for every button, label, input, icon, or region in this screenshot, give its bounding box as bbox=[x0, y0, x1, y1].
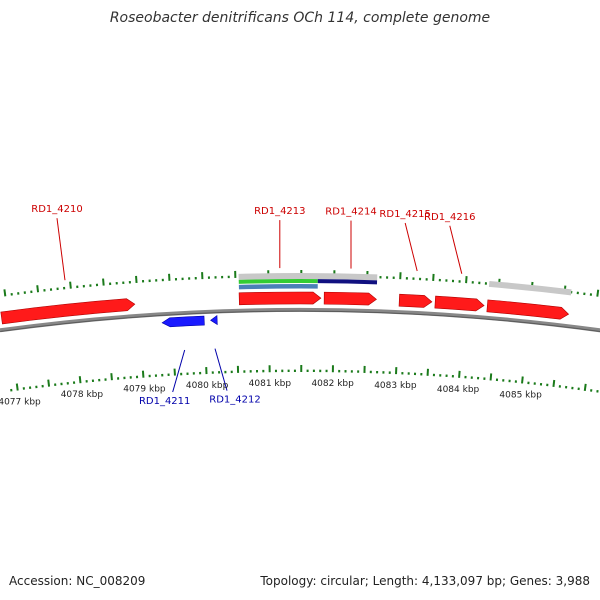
inner-tick-mark bbox=[110, 373, 113, 381]
gene-label-RD1_4210[interactable]: RD1_4210 bbox=[31, 204, 82, 215]
callout-line-RD1_4215 bbox=[404, 222, 418, 272]
scale-label: 4085 kbp bbox=[499, 390, 542, 400]
genome-summary-text: Topology: circular; Length: 4,133,097 bp… bbox=[260, 574, 590, 588]
gene-tracks bbox=[0, 291, 570, 328]
scale-label: 4079 kbp bbox=[123, 385, 166, 395]
gene-arrow-RD1_4211[interactable] bbox=[161, 315, 205, 328]
callout-line-RD1_4216 bbox=[449, 225, 463, 274]
inner-tick-mark bbox=[521, 376, 524, 384]
scale-labels: 4077 kbp 4078 kbp 4079 kbp 4080 kbp 4081 kbp… bbox=[0, 379, 542, 407]
inner-tick-ring bbox=[10, 364, 599, 393]
accession-text: Accession: NC_008209 bbox=[9, 574, 146, 588]
feature-steel-3[interactable] bbox=[238, 284, 318, 290]
outer-tick-mark bbox=[135, 275, 138, 283]
gene-label-RD1_4212[interactable]: RD1_4212 bbox=[209, 395, 260, 406]
backbone-line bbox=[0, 307, 600, 333]
gene-arrow-RD1_4216[interactable] bbox=[434, 295, 485, 312]
outer-tick-mark bbox=[102, 278, 105, 286]
inner-tick-mark bbox=[552, 379, 556, 388]
inner-tick-mark bbox=[489, 373, 493, 381]
outer-tick-mark bbox=[465, 276, 468, 284]
feature-gray-0[interactable] bbox=[238, 273, 378, 281]
outer-tick-mark bbox=[3, 289, 7, 297]
gene-label-RD1_4211[interactable]: RD1_4211 bbox=[139, 396, 190, 407]
inner-tick-mark bbox=[15, 383, 19, 391]
inner-tick-mark bbox=[47, 379, 51, 387]
gene-arrow-RD1_4212[interactable] bbox=[210, 314, 218, 326]
feature-gray-4[interactable] bbox=[488, 280, 572, 296]
gene-arrow-RD1_4210[interactable] bbox=[0, 298, 136, 325]
gene-label-RD1_4215[interactable]: RD1_4215 bbox=[379, 209, 430, 220]
scale-label: 4080 kbp bbox=[186, 381, 229, 391]
inner-tick-mark bbox=[458, 370, 461, 378]
feature-tracks bbox=[238, 273, 572, 296]
gene-arrow-RD1_4214[interactable] bbox=[323, 291, 377, 306]
gene-label-RD1_4216[interactable]: RD1_4216 bbox=[424, 212, 475, 223]
genome-title: Roseobacter denitrificans OCh 114, compl… bbox=[109, 10, 491, 26]
gene-arrow-RD1_4215[interactable] bbox=[398, 293, 433, 308]
scale-label: 4081 kbp bbox=[249, 379, 292, 389]
outer-tick-mark bbox=[36, 285, 40, 293]
inner-tick-mark bbox=[583, 383, 587, 391]
scale-label: 4083 kbp bbox=[374, 381, 417, 391]
inner-tick-mark bbox=[78, 376, 82, 384]
gene-arrow-RD1_4213[interactable] bbox=[238, 291, 322, 306]
genome-backbone bbox=[0, 307, 600, 333]
scale-label: 4078 kbp bbox=[61, 390, 104, 400]
callout-line-RD1_4211 bbox=[172, 349, 186, 393]
gene-label-RD1_4213[interactable]: RD1_4213 bbox=[254, 206, 305, 217]
scale-label: 4084 kbp bbox=[437, 385, 480, 395]
backbone-shadow bbox=[0, 310, 600, 333]
callout-line-RD1_4212 bbox=[214, 348, 228, 391]
outer-tick-mark bbox=[69, 281, 72, 289]
gene-label-RD1_4214[interactable]: RD1_4214 bbox=[325, 207, 376, 218]
scale-label: 4082 kbp bbox=[311, 379, 354, 389]
gene-label-callouts: RD1_4210 RD1_4211 RD1_4212 RD1_4213 RD1_4214… bbox=[31, 204, 475, 407]
feature-green-1[interactable] bbox=[238, 279, 318, 284]
gene-arrow-unlabeled-7[interactable] bbox=[486, 299, 570, 320]
inner-tick-mark bbox=[141, 370, 145, 378]
outer-tick-mark bbox=[596, 289, 600, 297]
callout-line-RD1_4210 bbox=[56, 218, 66, 281]
feature-navy-2[interactable] bbox=[317, 279, 378, 285]
scale-label: 4077 kbp bbox=[0, 397, 41, 407]
